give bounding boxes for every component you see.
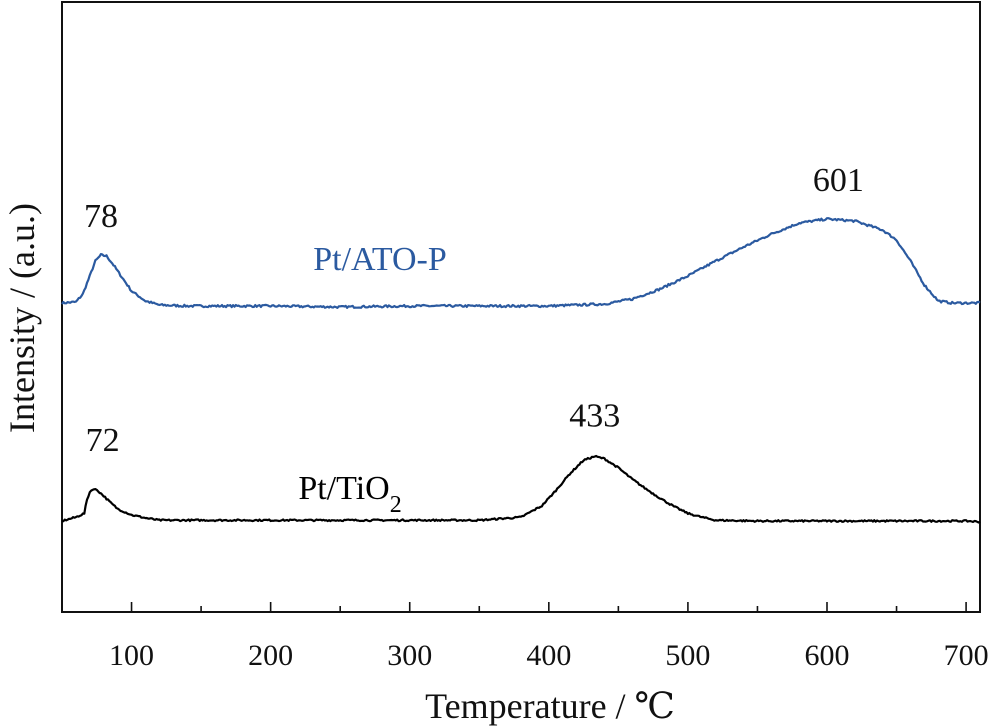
x-axis-ticks [61, 602, 967, 612]
x-tick-label: 100 [109, 639, 154, 672]
series-lines [61, 217, 981, 524]
x-axis-label: Temperature / ℃ [425, 686, 675, 726]
x-axis-tick-labels: 100 200 300 400 500 600 700 [109, 639, 989, 672]
x-tick-label: 600 [805, 639, 850, 672]
y-axis-label: Intensity / (a.u.) [2, 203, 42, 433]
x-tick-label: 400 [526, 639, 571, 672]
series-line-pt-ato-p [61, 217, 981, 309]
x-tick-label: 200 [248, 639, 293, 672]
peak-label: 72 [86, 422, 120, 459]
chart-annotations: Pt/ATO-P 78 601 Pt/TiO2 72 433 [84, 162, 864, 518]
peak-label: 433 [569, 397, 620, 434]
plot-frame [61, 1, 981, 613]
series-line-pt-tio2 [61, 454, 981, 524]
series-label-pt-ato-p: Pt/ATO-P [313, 241, 447, 278]
x-tick-label: 500 [665, 639, 710, 672]
x-tick-label: 700 [944, 639, 989, 672]
peak-label: 601 [813, 162, 864, 199]
peak-label: 78 [84, 198, 118, 235]
series-label-pt-tio2: Pt/TiO2 [298, 470, 401, 518]
x-tick-label: 300 [387, 639, 432, 672]
